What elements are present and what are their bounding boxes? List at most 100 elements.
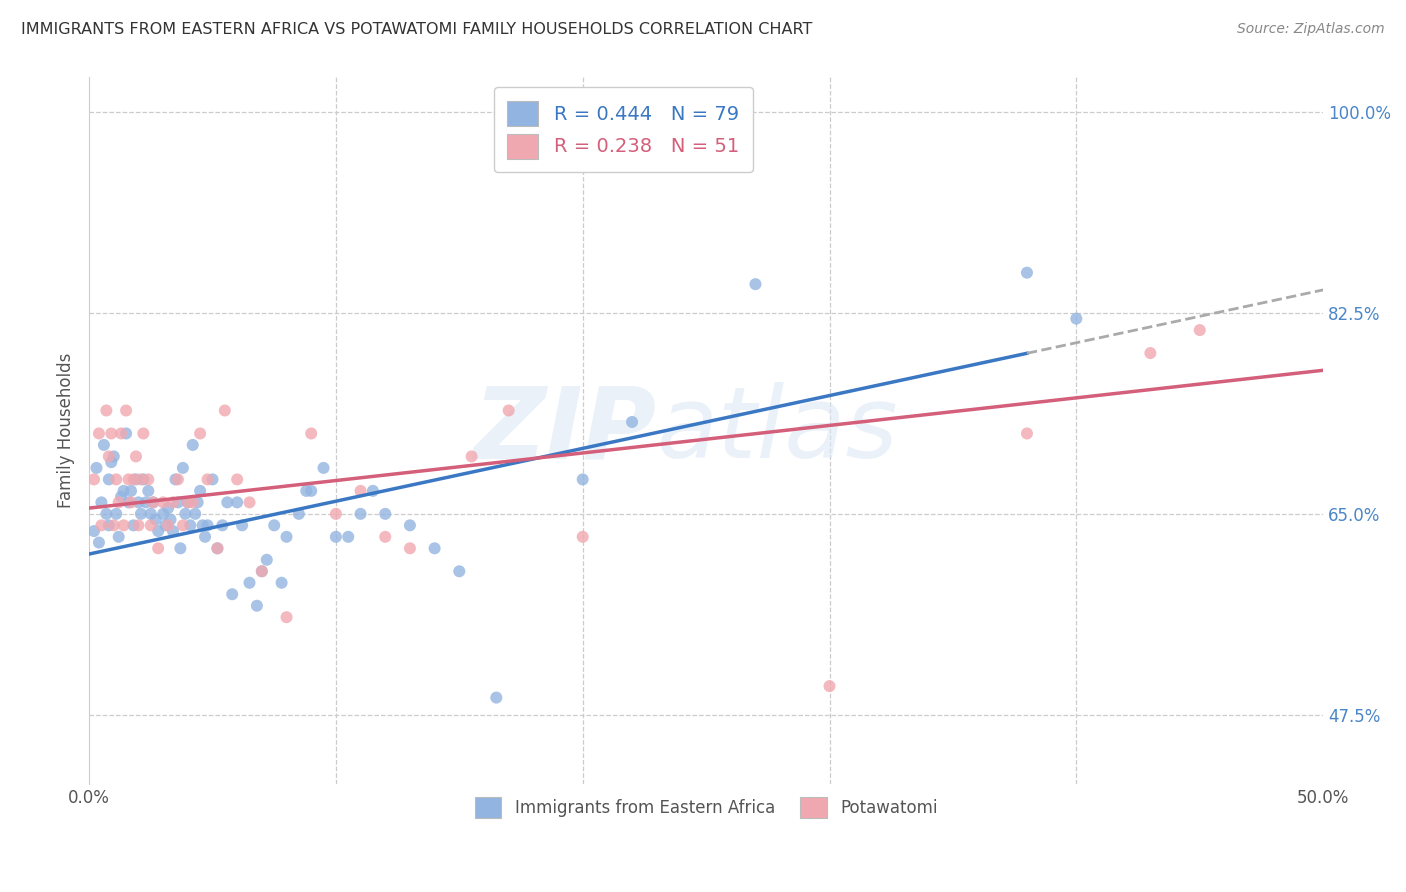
Point	[571, 530, 593, 544]
Point	[250, 564, 273, 578]
Point	[337, 530, 360, 544]
Y-axis label: Family Households: Family Households	[58, 353, 75, 508]
Point	[231, 518, 253, 533]
Point	[100, 455, 122, 469]
Point	[374, 507, 396, 521]
Point	[621, 415, 644, 429]
Point	[226, 495, 249, 509]
Point	[299, 426, 322, 441]
Point	[86, 805, 108, 820]
Point	[136, 483, 159, 498]
Point	[107, 495, 129, 509]
Point	[169, 541, 191, 556]
Point	[288, 507, 311, 521]
Point	[167, 495, 190, 509]
Point	[136, 472, 159, 486]
Point	[103, 518, 125, 533]
Point	[117, 472, 139, 486]
Point	[177, 495, 200, 509]
Point	[818, 679, 841, 693]
Point	[142, 495, 165, 509]
Point	[145, 513, 167, 527]
Point	[226, 472, 249, 486]
Point	[127, 518, 149, 533]
Point	[1015, 426, 1038, 441]
Point	[238, 575, 260, 590]
Point	[276, 530, 298, 544]
Point	[744, 277, 766, 292]
Point	[83, 472, 105, 486]
Point	[135, 495, 157, 509]
Point	[97, 472, 120, 486]
Point	[162, 495, 184, 509]
Point	[97, 450, 120, 464]
Point	[100, 426, 122, 441]
Point	[115, 403, 138, 417]
Point	[90, 495, 112, 509]
Point	[142, 495, 165, 509]
Point	[460, 450, 482, 464]
Point	[191, 518, 214, 533]
Point	[127, 495, 149, 509]
Point	[423, 541, 446, 556]
Point	[110, 426, 132, 441]
Point	[312, 461, 335, 475]
Point	[122, 518, 145, 533]
Point	[152, 495, 174, 509]
Point	[167, 472, 190, 486]
Point	[263, 518, 285, 533]
Point	[256, 553, 278, 567]
Point	[157, 501, 180, 516]
Legend: Immigrants from Eastern Africa, Potawatomi: Immigrants from Eastern Africa, Potawato…	[468, 790, 945, 825]
Point	[90, 518, 112, 533]
Point	[187, 495, 209, 509]
Point	[361, 483, 384, 498]
Point	[197, 472, 219, 486]
Point	[159, 513, 181, 527]
Point	[162, 524, 184, 538]
Point	[179, 518, 201, 533]
Point	[112, 518, 135, 533]
Point	[129, 472, 152, 486]
Point	[155, 518, 177, 533]
Point	[498, 403, 520, 417]
Point	[172, 461, 194, 475]
Point	[207, 541, 229, 556]
Point	[86, 461, 108, 475]
Point	[152, 507, 174, 521]
Point	[399, 518, 422, 533]
Point	[270, 575, 292, 590]
Point	[139, 518, 162, 533]
Point	[105, 472, 128, 486]
Point	[132, 426, 155, 441]
Point	[188, 426, 211, 441]
Point	[1066, 311, 1088, 326]
Point	[184, 507, 207, 521]
Point	[299, 483, 322, 498]
Point	[120, 495, 142, 509]
Point	[117, 495, 139, 509]
Point	[325, 507, 347, 521]
Point	[246, 599, 269, 613]
Point	[349, 483, 371, 498]
Point	[276, 610, 298, 624]
Point	[112, 483, 135, 498]
Text: atlas: atlas	[657, 382, 898, 479]
Point	[132, 472, 155, 486]
Text: IMMIGRANTS FROM EASTERN AFRICA VS POTAWATOMI FAMILY HOUSEHOLDS CORRELATION CHART: IMMIGRANTS FROM EASTERN AFRICA VS POTAWA…	[21, 22, 813, 37]
Point	[120, 483, 142, 498]
Point	[238, 495, 260, 509]
Point	[129, 507, 152, 521]
Point	[207, 541, 229, 556]
Point	[122, 472, 145, 486]
Point	[399, 541, 422, 556]
Point	[214, 403, 236, 417]
Point	[107, 530, 129, 544]
Point	[148, 524, 170, 538]
Point	[1015, 266, 1038, 280]
Point	[83, 524, 105, 538]
Point	[87, 535, 110, 549]
Point	[295, 483, 318, 498]
Point	[349, 507, 371, 521]
Point	[1139, 346, 1161, 360]
